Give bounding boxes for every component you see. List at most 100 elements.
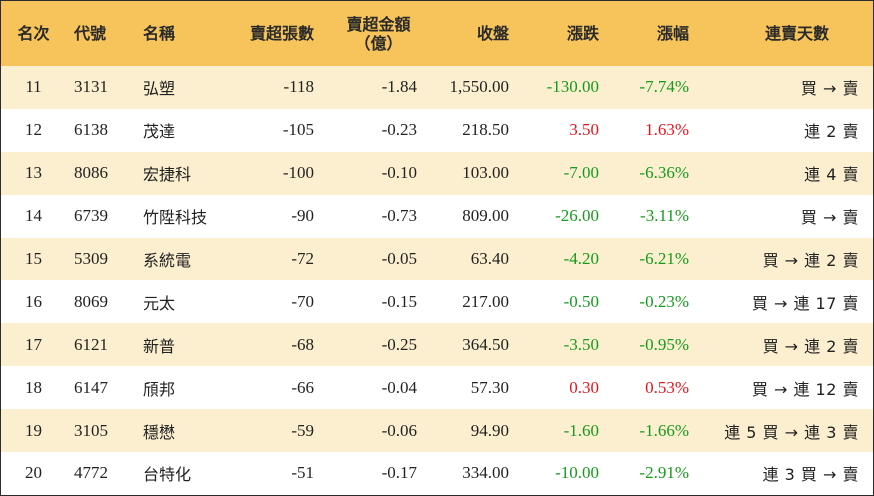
table-row: 20 4772 台特化 -51 -0.17 334.00 -10.00 -2.91% 連 3 買… <box>1 452 873 495</box>
cell-price-change: 0.30 <box>569 377 599 397</box>
cell-stock-code: 6121 <box>74 334 108 354</box>
cell-sell-streak: 買 → 連 2 賣 <box>762 336 859 356</box>
cell-rank: 12 <box>25 120 42 140</box>
cell-sell-streak: 連 2 賣 <box>804 122 859 142</box>
cell-price-change: -4.20 <box>563 249 599 268</box>
cell-sell-streak: 買 → 連 12 賣 <box>751 379 859 399</box>
cell-price-change: 3.50 <box>569 120 599 140</box>
cell-close-price: 217.00 <box>462 291 509 311</box>
cell-net-sell-lots: -70 <box>291 291 314 311</box>
cell-stock-code: 6739 <box>74 206 108 226</box>
cell-net-sell-lots: -51 <box>291 463 314 483</box>
table-row: 18 6147 頎邦 -66 -0.04 57.30 0.30 0.53% 買 → 連 12 賣 <box>1 366 873 410</box>
cell-net-sell-amount: -1.84 <box>381 77 417 97</box>
cell-sell-streak: 連 4 賣 <box>804 165 859 185</box>
table-row: 19 3105 穩懋 -59 -0.06 94.90 -1.60 -1.66% 連 5 買 → … <box>1 409 873 453</box>
cell-close-price: 57.30 <box>470 377 509 397</box>
cell-net-sell-amount: -0.17 <box>381 463 417 483</box>
header-net-sell-lots: 賣超張數 <box>249 24 314 43</box>
cell-stock-name: 竹陞科技 <box>143 208 208 228</box>
cell-close-price: 809.00 <box>462 206 509 226</box>
table-row: 12 6138 茂達 -105 -0.23 218.50 3.50 1.63% 連 2 賣 <box>1 108 873 152</box>
header-change-pct: 漲幅 <box>656 24 689 43</box>
cell-change-pct: -6.21% <box>639 249 689 268</box>
cell-stock-code: 3131 <box>74 77 108 97</box>
cell-change-pct: 1.63% <box>645 120 689 140</box>
table-row: 17 6121 新普 -68 -0.25 364.50 -3.50 -0.95% 買 → 連 2… <box>1 323 873 367</box>
cell-stock-code: 8069 <box>74 291 108 311</box>
header-change: 漲跌 <box>566 24 599 43</box>
cell-close-price: 334.00 <box>462 463 509 483</box>
cell-sell-streak: 買 → 賣 <box>800 79 859 99</box>
cell-stock-name: 元太 <box>143 293 176 313</box>
cell-rank: 20 <box>25 463 42 483</box>
header-code: 代號 <box>74 24 107 43</box>
cell-change-pct: -3.11% <box>640 206 689 226</box>
cell-net-sell-lots: -72 <box>291 249 314 268</box>
cell-rank: 18 <box>25 377 42 397</box>
cell-net-sell-lots: -59 <box>291 420 314 440</box>
table-header: 名次 代號 名稱 賣超張數 賣超金額 （億） 收盤 漲跌 漲幅 連賣天數 <box>1 1 873 66</box>
cell-net-sell-amount: -0.15 <box>381 291 417 311</box>
cell-net-sell-amount: -0.23 <box>381 120 417 140</box>
cell-rank: 11 <box>25 77 42 97</box>
cell-stock-name: 頎邦 <box>143 379 176 399</box>
cell-change-pct: -1.66% <box>639 420 689 440</box>
cell-net-sell-lots: -118 <box>283 77 314 97</box>
cell-close-price: 103.00 <box>462 163 509 183</box>
cell-change-pct: -7.74% <box>639 77 689 97</box>
header-row: 名次 代號 名稱 賣超張數 賣超金額 （億） 收盤 漲跌 漲幅 連賣天數 <box>1 1 873 66</box>
cell-sell-streak: 買 → 連 17 賣 <box>751 293 859 313</box>
cell-net-sell-amount: -0.04 <box>381 377 417 397</box>
cell-net-sell-amount: -0.73 <box>381 206 417 226</box>
table-row: 15 5309 系統電 -72 -0.05 63.40 -4.20 -6.21% 買 → 連 2… <box>1 237 873 281</box>
cell-stock-name: 台特化 <box>143 465 192 485</box>
cell-close-price: 1,550.00 <box>449 77 510 97</box>
cell-close-price: 63.40 <box>470 249 509 268</box>
table-row: 11 3131 弘塑 -118 -1.84 1,550.00 -130.00 -7.74% 買 … <box>1 66 873 109</box>
cell-stock-code: 6147 <box>74 377 108 397</box>
cell-net-sell-amount: -0.06 <box>381 420 417 440</box>
cell-sell-streak: 連 3 買 → 賣 <box>762 465 859 485</box>
cell-stock-code: 3105 <box>74 420 108 440</box>
header-sell-streak: 連賣天數 <box>764 24 829 43</box>
cell-net-sell-lots: -105 <box>282 120 314 140</box>
cell-close-price: 364.50 <box>462 334 509 354</box>
header-net-sell-amount-unit: （億） <box>354 33 403 53</box>
table-body: 11 3131 弘塑 -118 -1.84 1,550.00 -130.00 -7.74% 買 … <box>1 66 873 495</box>
table-row: 16 8069 元太 -70 -0.15 217.00 -0.50 -0.23% 買 → 連 1… <box>1 280 873 324</box>
cell-close-price: 94.90 <box>470 420 509 440</box>
cell-price-change: -1.60 <box>563 420 599 440</box>
cell-net-sell-amount: -0.10 <box>381 163 417 183</box>
cell-stock-name: 宏捷科 <box>143 165 192 185</box>
cell-price-change: -130.00 <box>546 77 599 97</box>
cell-rank: 17 <box>25 334 42 354</box>
cell-close-price: 218.50 <box>462 120 509 140</box>
cell-stock-name: 茂達 <box>143 122 176 142</box>
cell-price-change: -7.00 <box>563 163 599 183</box>
cell-rank: 14 <box>25 206 42 226</box>
cell-price-change: -0.50 <box>563 291 599 311</box>
header-close: 收盤 <box>476 24 509 43</box>
cell-net-sell-amount: -0.05 <box>381 249 417 268</box>
cell-stock-code: 4772 <box>74 463 108 483</box>
header-net-sell-amount: 賣超金額 （億） <box>326 1 431 66</box>
header-name: 名稱 <box>143 24 176 43</box>
cell-stock-code: 8086 <box>74 163 108 183</box>
cell-change-pct: -0.95% <box>639 334 689 354</box>
table-row: 13 8086 宏捷科 -100 -0.10 103.00 -7.00 -6.36% 連 4 賣 <box>1 151 873 195</box>
cell-price-change: -10.00 <box>555 463 599 483</box>
table-row: 14 6739 竹陞科技 -90 -0.73 809.00 -26.00 -3.11% 買 → … <box>1 194 873 238</box>
cell-net-sell-lots: -68 <box>291 334 314 354</box>
cell-change-pct: 0.53% <box>645 377 689 397</box>
cell-rank: 19 <box>25 420 42 440</box>
cell-rank: 16 <box>25 291 42 311</box>
cell-stock-name: 新普 <box>143 336 176 356</box>
header-net-sell-amount-line1: 賣超金額 <box>346 14 411 34</box>
cell-price-change: -3.50 <box>563 334 599 354</box>
cell-rank: 15 <box>25 249 42 268</box>
cell-stock-name: 穩懋 <box>143 422 176 442</box>
cell-change-pct: -0.23% <box>639 291 689 311</box>
